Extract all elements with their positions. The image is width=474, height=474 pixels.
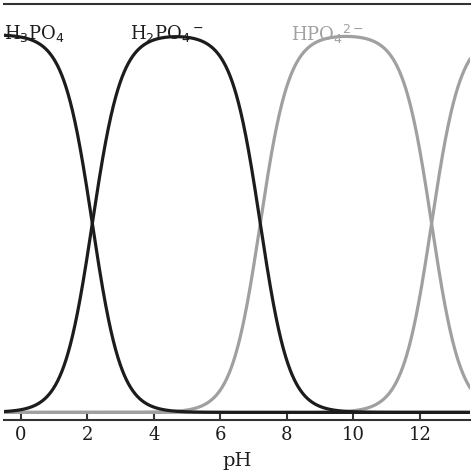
Text: H$_2$PO$_4$$^-$: H$_2$PO$_4$$^-$	[130, 23, 204, 44]
Text: H$_3$PO$_4$: H$_3$PO$_4$	[4, 23, 65, 44]
Text: HPO$_4$$^{2-}$: HPO$_4$$^{2-}$	[291, 23, 364, 46]
X-axis label: pH: pH	[222, 452, 252, 470]
